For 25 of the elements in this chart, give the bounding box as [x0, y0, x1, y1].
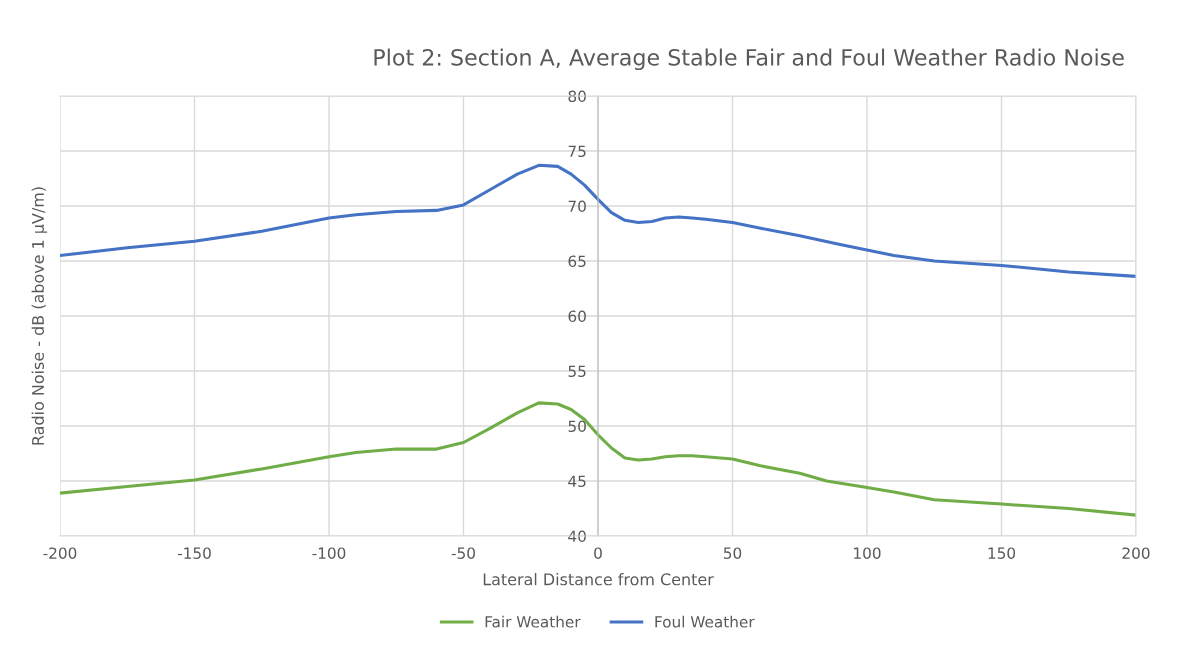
y-tick-label: 75: [568, 145, 586, 158]
x-tick-label: 200: [1122, 547, 1150, 559]
y-tick-label: 55: [568, 365, 586, 378]
line-series: [60, 401, 1136, 517]
x-tick-label: 50: [723, 547, 742, 559]
x-axis-title: Lateral Distance from Center: [483, 573, 714, 586]
chart-title: Plot 2: Section A, Average Stable Fair and Foul Weather Radio Noise: [374, 48, 1124, 71]
x-tick-label: 0: [594, 547, 602, 559]
y-tick-label: 45: [568, 475, 586, 488]
legend-label: Fair Weather: [485, 615, 581, 628]
y-tick-label: 40: [568, 530, 586, 543]
y-tick-label: 60: [568, 310, 586, 323]
line-series: [60, 163, 1136, 278]
y-tick-label: 70: [568, 200, 586, 213]
x-tick-label: 100: [854, 547, 881, 559]
x-tick-label: -200: [43, 547, 77, 559]
y-tick-label: 50: [568, 420, 586, 433]
legend-label: Foul Weather: [655, 615, 755, 628]
x-tick-label: 150: [988, 547, 1016, 559]
x-tick-label: -100: [312, 547, 346, 559]
y-tick-label: 80: [568, 90, 586, 103]
x-tick-label: -150: [177, 547, 211, 559]
y-axis-title: Radio Noise - dB (above 1 µV/m): [31, 187, 48, 445]
x-tick-label: -50: [451, 547, 475, 559]
y-tick-label: 65: [568, 255, 586, 268]
